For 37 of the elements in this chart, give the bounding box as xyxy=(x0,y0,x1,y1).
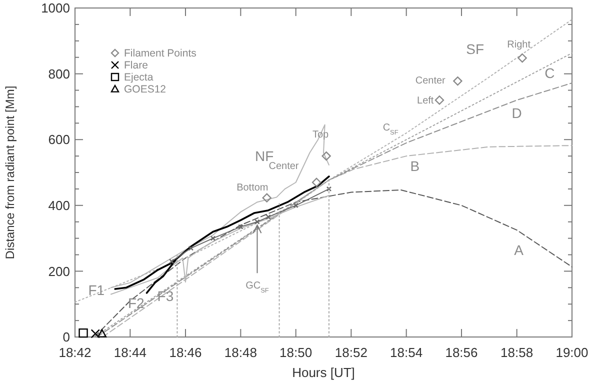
x-tick-label: 18:44 xyxy=(114,345,146,360)
x-tick-label: 18:56 xyxy=(445,345,478,360)
x-tick-label: 19:00 xyxy=(556,345,588,360)
annotation: Center xyxy=(268,160,300,172)
x-tick-label: 18:50 xyxy=(280,345,312,360)
y-tick-label: 800 xyxy=(48,66,70,82)
annotation: GC$_{SF}$ xyxy=(246,280,269,294)
x-tick-label: 18:58 xyxy=(500,345,534,360)
y-axis-title: Distance from radiant point [Mm] xyxy=(3,86,17,260)
annotation: C$_{SF}$ xyxy=(382,122,398,136)
y-tick-label: 600 xyxy=(48,132,70,148)
y-tick-label: 400 xyxy=(48,198,70,213)
annotation: A xyxy=(514,242,524,258)
annotation: D xyxy=(512,104,522,121)
x-axis-title: Hours [UT] xyxy=(292,365,355,380)
annotation: Left xyxy=(417,96,434,107)
annotation: SF xyxy=(466,41,484,58)
annotation: B xyxy=(410,158,420,174)
annotation: C xyxy=(544,65,555,82)
legend-label: GOES12 xyxy=(124,84,166,96)
x-tick-label: 18:54 xyxy=(390,345,423,360)
annotation: Center xyxy=(415,76,446,87)
x-tick-label: 18:48 xyxy=(224,345,257,360)
legend-label: Ejecta xyxy=(124,72,154,84)
x-tick-label: 18:46 xyxy=(169,345,202,360)
annotation: F3 xyxy=(157,288,174,304)
y-tick-label: 1000 xyxy=(41,0,70,16)
annotation: Right xyxy=(507,40,531,51)
annotation: F1 xyxy=(88,282,105,298)
y-tick-label: 0 xyxy=(62,330,70,345)
legend-label: Flare xyxy=(124,60,148,72)
legend-label: Filament Points xyxy=(124,48,196,60)
x-tick-label: 18:52 xyxy=(334,345,368,360)
x-tick-label: 18:42 xyxy=(58,345,92,360)
annotation: F2 xyxy=(128,295,145,312)
annotation: Bottom xyxy=(236,182,268,194)
y-tick-label: 200 xyxy=(48,264,70,279)
